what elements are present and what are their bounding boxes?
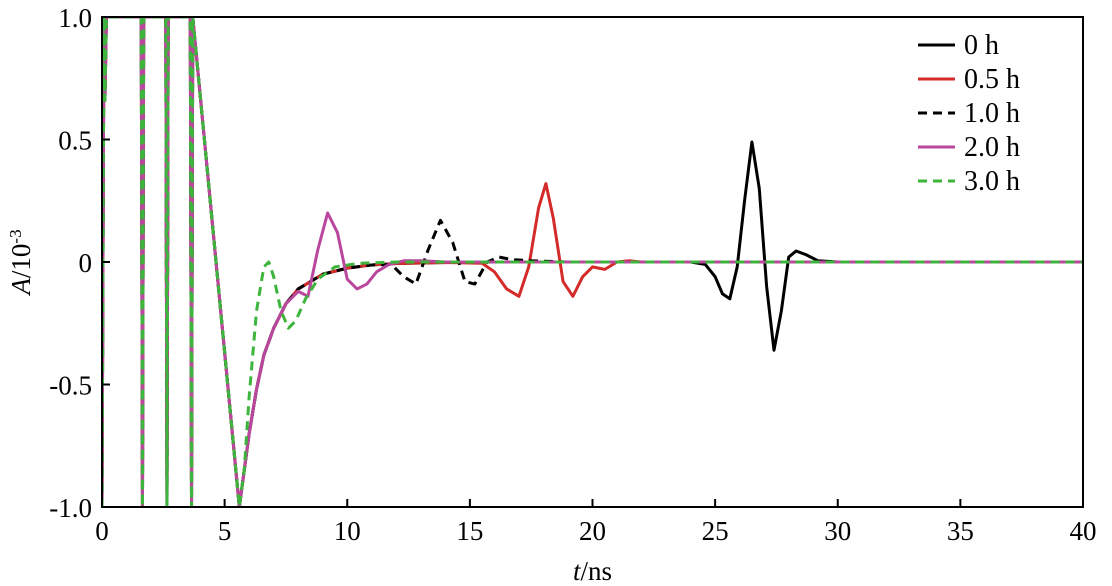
y-axis-unit: /10 [6, 244, 36, 279]
x-tick-label: 35 [947, 516, 974, 546]
legend-label-0: 0 h [964, 30, 999, 61]
x-tick-label: 20 [579, 516, 606, 546]
legend-label-2: 1.0 h [964, 98, 1020, 129]
y-tick-label: -1.0 [49, 493, 92, 523]
legend-label-1: 0.5 h [964, 64, 1020, 95]
legend-label-3: 2.0 h [964, 132, 1020, 163]
y-tick-label: 0.5 [58, 126, 92, 156]
axis-ticks: 0 5 10 15 20 25 30 35 40 -1.0 -0.5 0 0.5 1.0 [49, 3, 1096, 546]
x-tick-label: 0 [95, 516, 109, 546]
x-tick-label: 40 [1070, 516, 1097, 546]
legend: 0 h0.5 h1.0 h2.0 h3.0 h [918, 30, 1020, 197]
x-axis-unit: /ns [581, 556, 613, 586]
x-tick-label: 30 [824, 516, 851, 546]
y-tick-label: 0 [79, 248, 93, 278]
x-axis-variable: t [573, 556, 582, 586]
y-tick-label: -0.5 [49, 371, 92, 401]
series-line-3 [102, 17, 1083, 507]
y-tick-label: 1.0 [58, 3, 92, 33]
x-tick-label: 15 [456, 516, 483, 546]
series-line-4 [102, 17, 1083, 507]
y-axis-exponent: -3 [6, 229, 25, 243]
x-tick-label: 25 [702, 516, 729, 546]
y-axis-label: A/10-3 [6, 229, 37, 296]
x-tick-label: 5 [218, 516, 232, 546]
x-tick-label: 10 [334, 516, 361, 546]
x-axis-label: t/ns [573, 556, 612, 586]
legend-label-4: 3.0 h [964, 166, 1020, 197]
y-axis-variable: A [6, 278, 36, 297]
series-lines [102, 17, 1083, 507]
